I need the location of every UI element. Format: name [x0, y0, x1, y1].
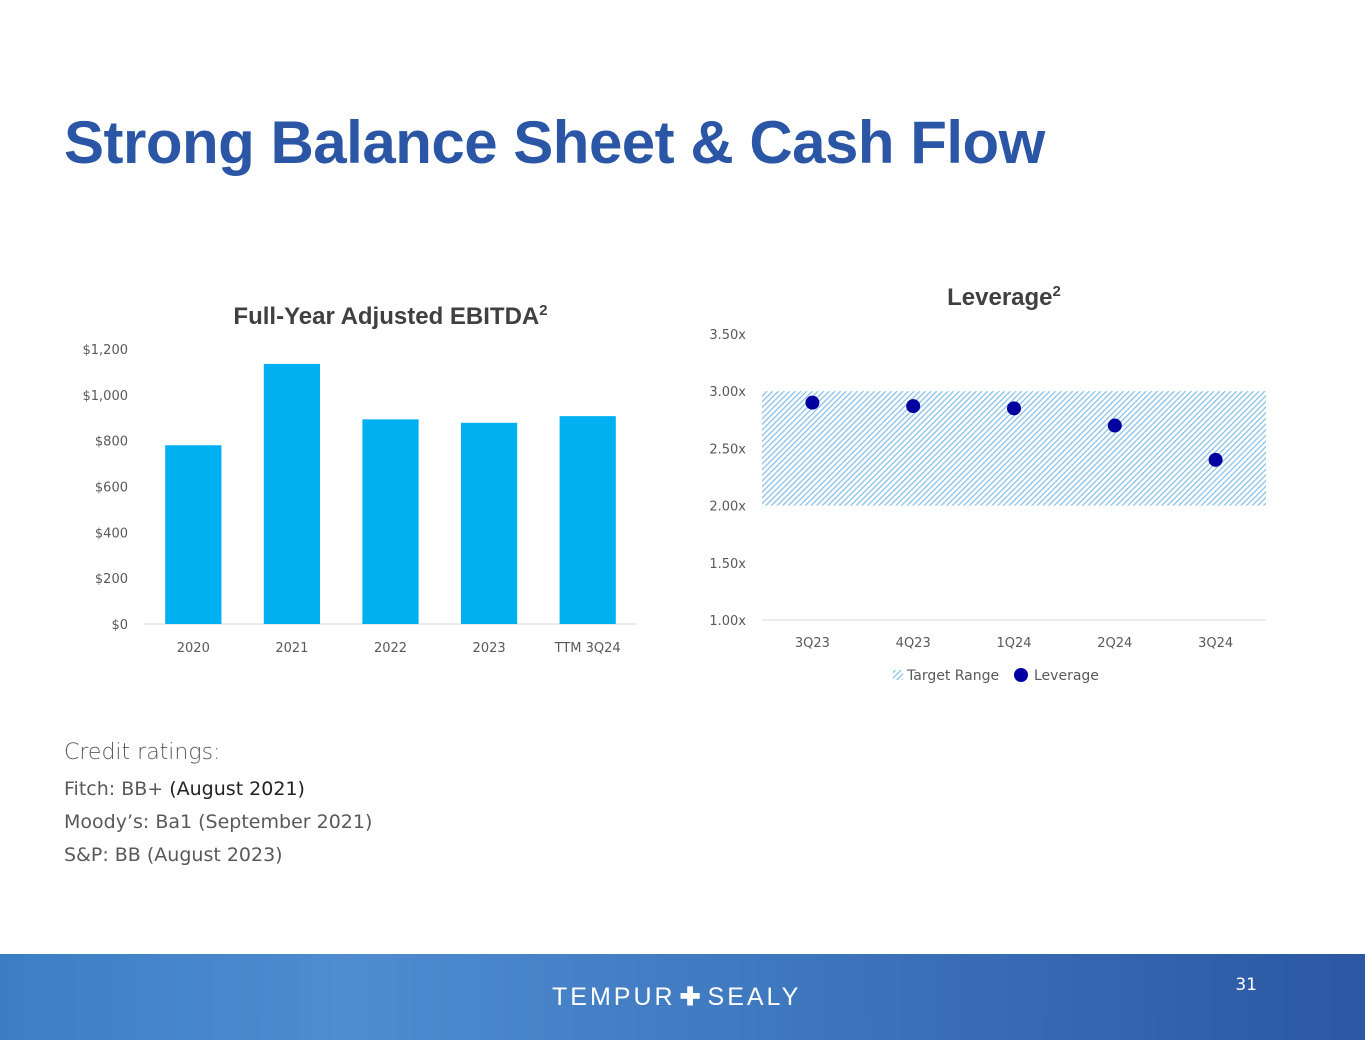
y-tick-label: $1,200	[83, 343, 129, 358]
x-tick-label: TTM 3Q24	[554, 641, 621, 656]
credit-ratings-heading: Credit ratings:	[64, 740, 221, 765]
credit-ratings: Credit ratings: Fitch: BB+ (August 2021)…	[64, 740, 372, 872]
x-tick-label: 1Q24	[996, 636, 1031, 651]
leverage-point-2q24	[1107, 418, 1122, 433]
y-tick-label: $200	[95, 572, 128, 587]
credit-rating-fitch: Fitch: BB+ (August 2021)	[64, 773, 372, 806]
leverage-chart-title-text: Leverage	[947, 284, 1052, 311]
legend-target-range-label: Target Range	[906, 668, 999, 684]
bar-2022	[362, 419, 419, 624]
bar-2023	[460, 422, 518, 624]
y-tick-label: $0	[111, 618, 128, 633]
y-tick-label: $800	[95, 435, 128, 450]
legend-target-range-swatch	[893, 670, 903, 680]
y-tick-label: $400	[95, 526, 128, 541]
legend-leverage-marker	[1014, 668, 1028, 682]
x-tick-label: 4Q23	[896, 636, 931, 651]
x-tick-label: 2020	[177, 641, 210, 656]
leverage-chart-svg: Leverage21.00x1.50x2.00x2.50x3.00x3.50x3…	[709, 283, 1266, 684]
bar-2020	[165, 445, 222, 624]
leverage-point-3q24	[1208, 452, 1223, 467]
leverage-point-1q24	[1007, 401, 1021, 416]
ebitda-bar-chart: Full-Year Adjusted EBITDA2 $0 $200 $400 $600…	[40, 290, 660, 670]
bar-2021	[263, 363, 321, 624]
ebitda-chart-title-superscript: 2	[539, 302, 547, 319]
ebitda-chart-svg: Full-Year Adjusted EBITDA2 $0 $200 $400 $600…	[83, 302, 637, 656]
credit-rating-moodys: Moody’s: Ba1 (September 2021)	[64, 811, 373, 833]
y-tick-label: 3.50x	[709, 328, 746, 343]
leverage-point-3q23	[805, 395, 820, 410]
x-tick-label: 2Q24	[1097, 636, 1132, 651]
y-tick-label: 1.50x	[709, 557, 746, 572]
x-tick-label: 2021	[275, 641, 308, 656]
y-tick-label: 2.00x	[709, 500, 746, 515]
x-tick-label: 3Q24	[1198, 636, 1233, 651]
y-tick-label: 2.50x	[709, 442, 746, 457]
y-tick-label: $600	[95, 481, 128, 496]
x-tick-label: 2022	[374, 641, 407, 656]
ebitda-chart-title: Full-Year Adjusted EBITDA2	[233, 302, 547, 330]
logo-text-tempur: TEMPUR	[552, 983, 676, 1011]
x-tick-label: 3Q23	[795, 636, 830, 651]
ebitda-chart-title-text: Full-Year Adjusted EBITDA	[233, 303, 539, 330]
credit-rating-fitch-label: Fitch: BB+	[64, 778, 170, 800]
leverage-point-4q23	[906, 399, 921, 414]
leverage-chart-title-superscript: 2	[1053, 283, 1061, 300]
credit-rating-sp: S&P: BB (August 2023)	[64, 844, 283, 866]
footer-bar: TEMPUR ✚ SEALY 31	[0, 954, 1365, 1040]
y-tick-label: 1.00x	[709, 614, 746, 629]
tempur-sealy-logo: TEMPUR ✚ SEALY	[552, 982, 801, 1012]
leverage-chart: Leverage2 1.00x 1.50x 2.00x 2.50x 3.00x 3.50x 3…	[690, 275, 1290, 705]
logo-text-sealy: SEALY	[707, 983, 802, 1011]
leverage-chart-title: Leverage2	[947, 283, 1061, 311]
logo-plus-icon: ✚	[679, 983, 704, 1011]
page-title: Strong Balance Sheet & Cash Flow	[64, 109, 1045, 176]
legend-leverage-label: Leverage	[1034, 668, 1099, 684]
bar-ttm-3q24	[559, 416, 616, 624]
page-number: 31	[1235, 975, 1257, 995]
y-tick-label: $1,000	[83, 389, 129, 404]
y-tick-label: 3.00x	[709, 385, 746, 400]
x-tick-label: 2023	[473, 641, 506, 656]
credit-rating-fitch-date: (August 2021)	[169, 778, 305, 800]
